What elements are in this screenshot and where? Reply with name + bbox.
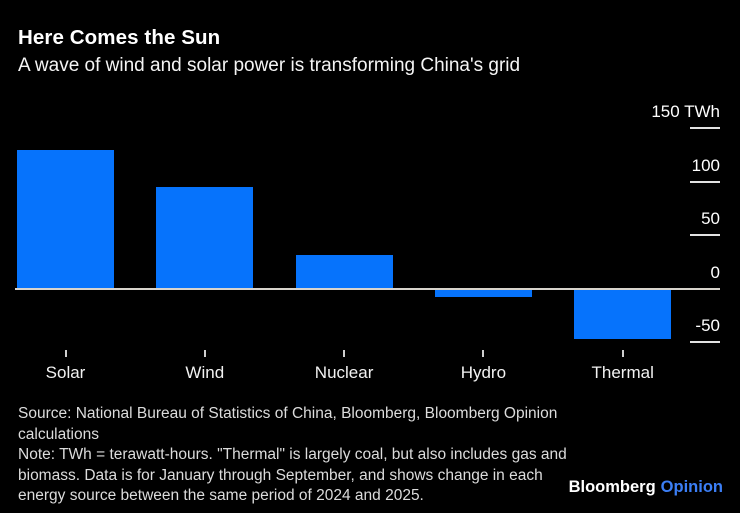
x-axis-label-wind: Wind — [185, 363, 225, 382]
y-axis-label: -50 — [695, 315, 720, 335]
logo-suffix-text: Opinion — [660, 478, 723, 496]
x-axis-tick — [64, 350, 67, 357]
bar-wind — [156, 187, 254, 289]
bar-hydro — [434, 288, 532, 298]
logo-brand-text: Bloomberg — [568, 478, 656, 496]
x-axis-label-hydro: Hydro — [460, 363, 507, 382]
y-axis-tick — [690, 234, 720, 237]
x-axis-tick — [203, 350, 206, 357]
bar-nuclear — [295, 255, 393, 289]
x-axis-label-thermal: Thermal — [591, 363, 654, 382]
y-axis-label: 50 — [701, 209, 720, 229]
x-axis-tick — [343, 350, 346, 357]
chart-footnotes: Source: National Bureau of Statistics of… — [18, 404, 570, 507]
zero-baseline — [15, 287, 720, 290]
source-note: Source: National Bureau of Statistics of… — [18, 405, 558, 443]
y-axis-label: 0 — [710, 262, 720, 282]
chart-subtitle: A wave of wind and solar power is transf… — [18, 55, 521, 76]
y-axis-tick — [690, 340, 720, 343]
y-axis-tick — [690, 180, 720, 183]
x-axis-tick — [482, 350, 485, 357]
y-axis-label: 100 — [691, 155, 720, 175]
y-axis-label: 150 TWh — [651, 102, 720, 122]
bar-solar — [17, 149, 114, 289]
methodology-note: Note: TWh = terawatt-hours. "Thermal" is… — [18, 446, 567, 504]
page-title: Here Comes the Sun — [18, 26, 221, 49]
y-axis-tick — [690, 127, 720, 130]
bloomberg-opinion-logo: Bloomberg Opinion — [569, 478, 723, 497]
chart-header: Here Comes the Sun A wave of wind and so… — [18, 26, 520, 77]
x-axis-label-nuclear: Nuclear — [314, 363, 374, 382]
x-axis-label-solar: Solar — [45, 363, 86, 382]
bar-thermal — [574, 288, 672, 339]
x-axis-tick — [621, 350, 624, 357]
